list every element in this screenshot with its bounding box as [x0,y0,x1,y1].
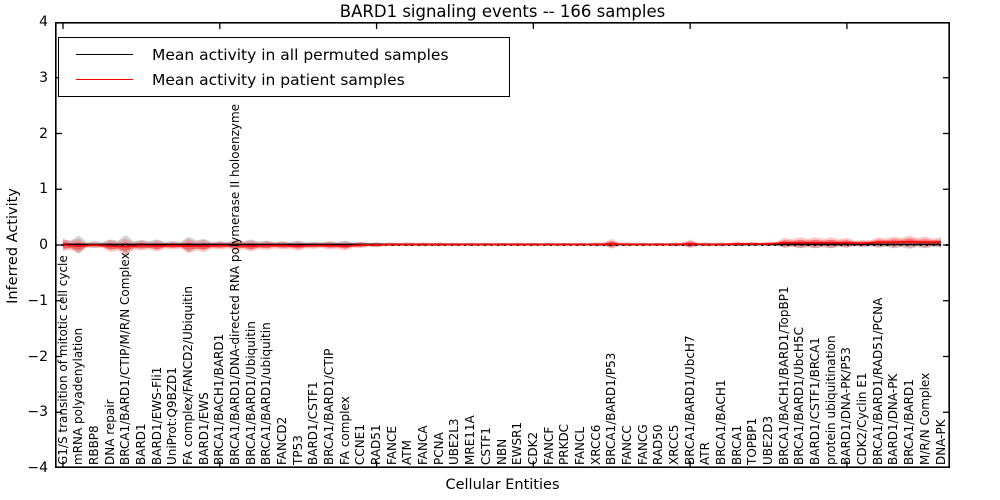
legend-label-permuted: Mean activity in all permuted samples [152,45,449,64]
y-tick-label: −1 [27,292,48,309]
legend-item-patient: Mean activity in patient samples [59,67,509,92]
y-tick-label: −2 [27,348,48,365]
plot-frame [55,22,950,468]
permuted-line-swatch [76,54,133,55]
y-tick-label: −4 [27,460,48,476]
y-tick-label: 3 [39,69,48,86]
legend-label-patient: Mean activity in patient samples [152,70,405,89]
legend-item-permuted: Mean activity in all permuted samples [59,42,509,67]
plot-canvas [55,22,950,468]
y-tick-label: 2 [39,125,48,142]
legend: Mean activity in all permuted samples Me… [58,37,510,97]
y-tick-label: 1 [39,181,48,198]
y-tick-label: 0 [39,237,48,253]
x-axis-label: Cellular Entities [445,477,560,493]
y-tick-label: 4 [39,14,48,30]
patient-line-swatch [76,79,133,80]
patient-mean-line [62,240,941,248]
y-tick-label: −3 [27,404,48,421]
chart-title: BARD1 signaling events -- 166 samples [339,2,666,21]
